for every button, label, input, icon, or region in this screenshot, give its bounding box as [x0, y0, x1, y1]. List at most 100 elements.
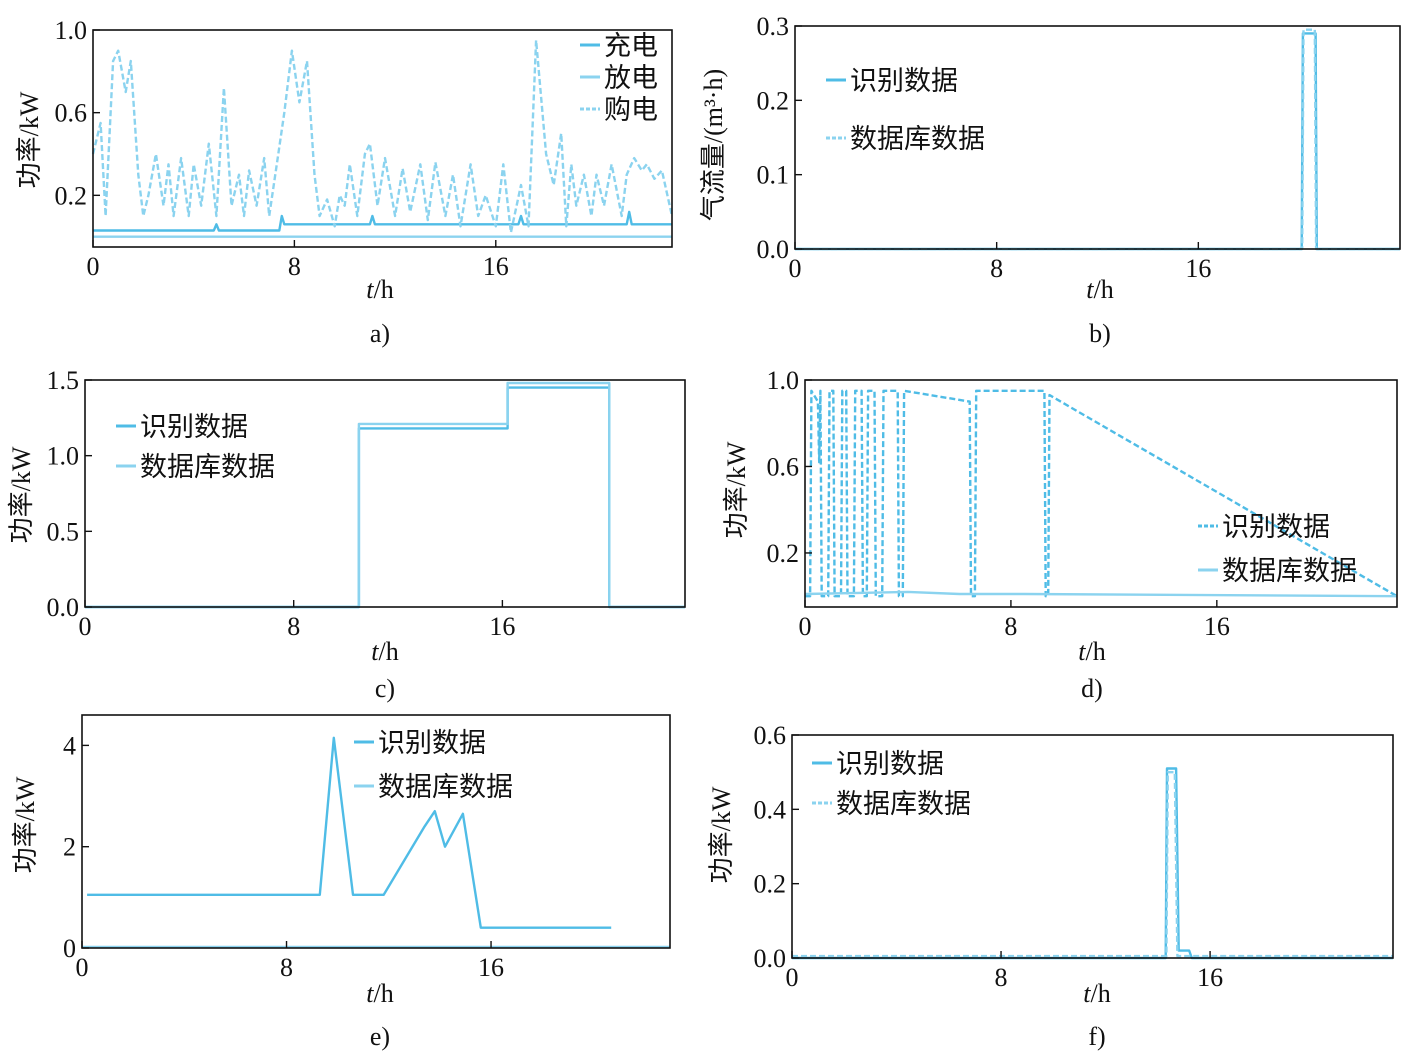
- legend-label-e-0: 识别数据: [378, 728, 486, 759]
- y-tick-label-b: 0.3: [757, 12, 790, 41]
- x-tick-label-a: 16: [483, 252, 509, 281]
- y-axis-label-c: 功率/kW: [7, 446, 36, 543]
- panel-caption-d: d): [1081, 674, 1103, 703]
- y-tick-label-b: 0.2: [757, 86, 790, 115]
- y-tick-label-c: 1.0: [47, 442, 80, 471]
- x-tick-label-a: 8: [288, 252, 301, 281]
- x-axis-label-e: t/h: [366, 979, 393, 1008]
- plot-frame-d: [804, 379, 1398, 608]
- y-tick-label-d: 1.0: [767, 366, 800, 395]
- legend-label-b-1: 数据库数据: [850, 124, 985, 155]
- plot-frame-e: [81, 714, 671, 949]
- y-axis-label-f: 功率/kW: [707, 786, 736, 883]
- x-tick-label-b: 16: [1185, 254, 1211, 283]
- series-line-e-0: [87, 736, 612, 929]
- legend-label-b-0: 识别数据: [850, 66, 958, 97]
- y-tick-label-a: 1.0: [55, 16, 88, 45]
- y-axis-label-a: 功率/kW: [15, 91, 44, 188]
- legend-label-c-0: 识别数据: [140, 412, 248, 443]
- y-axis-label-e: 功率/kW: [11, 776, 40, 873]
- panel-caption-e: e): [370, 1022, 390, 1051]
- x-tick-label-e: 0: [76, 953, 89, 982]
- panel-caption-c: c): [375, 674, 395, 703]
- y-tick-label-b: 0.0: [757, 235, 790, 264]
- x-axis-label-unit: /h: [1094, 275, 1114, 304]
- x-tick-label-b: 0: [789, 254, 802, 283]
- plot-frame-f: [791, 734, 1394, 959]
- plot-frame-a: [92, 29, 673, 248]
- x-axis-label-var: t: [1086, 275, 1094, 304]
- x-axis-label-c: t/h: [371, 637, 398, 666]
- y-tick-label-e: 4: [63, 731, 76, 760]
- series-line-a-0: [93, 210, 672, 232]
- plot-frame-c: [84, 379, 686, 608]
- x-axis-label-var: t: [371, 637, 379, 666]
- y-tick-label-c: 1.5: [47, 366, 80, 395]
- x-tick-label-d: 16: [1204, 612, 1230, 641]
- x-axis-label-d: t/h: [1078, 637, 1105, 666]
- x-tick-label-c: 8: [287, 612, 300, 641]
- y-tick-label-e: 2: [63, 833, 76, 862]
- x-tick-label-c: 16: [489, 612, 515, 641]
- y-tick-label-d: 0.2: [767, 539, 800, 568]
- series-line-f-0: [792, 767, 1393, 960]
- x-axis-label-var: t: [366, 979, 374, 1008]
- legend-label-d-0: 识别数据: [1222, 512, 1330, 543]
- series-line-c-1: [85, 381, 685, 609]
- legend-label-f-1: 数据库数据: [836, 789, 971, 820]
- y-tick-label-f: 0.2: [754, 870, 787, 899]
- panel-caption-a: a): [370, 319, 390, 348]
- panel-caption-b: b): [1089, 319, 1111, 348]
- y-tick-label-a: 0.6: [55, 99, 88, 128]
- x-tick-label-c: 0: [79, 612, 92, 641]
- x-tick-label-e: 16: [478, 953, 504, 982]
- series-line-b-1: [795, 28, 1400, 251]
- y-tick-label-b: 0.1: [757, 161, 790, 190]
- plot-frame-b: [794, 25, 1401, 250]
- y-tick-label-e: 0: [63, 934, 76, 963]
- y-tick-label-d: 0.6: [767, 452, 800, 481]
- x-tick-label-f: 0: [786, 963, 799, 992]
- x-axis-label-var: t: [366, 275, 374, 304]
- y-tick-label-c: 0.5: [47, 517, 80, 546]
- legend-label-d-1: 数据库数据: [1222, 556, 1357, 587]
- legend-label-e-1: 数据库数据: [378, 772, 513, 803]
- y-tick-label-f: 0.6: [754, 721, 787, 750]
- legend-label-f-0: 识别数据: [836, 749, 944, 780]
- y-tick-label-c: 0.0: [47, 593, 80, 622]
- panel-caption-f: f): [1088, 1022, 1105, 1051]
- x-axis-label-unit: /h: [374, 275, 394, 304]
- series-line-a-2: [91, 39, 674, 234]
- x-tick-label-d: 8: [1004, 612, 1017, 641]
- x-tick-label-b: 8: [990, 254, 1003, 283]
- legend-label-a-1: 放电: [604, 63, 658, 94]
- series-line-f-1: [792, 771, 1393, 958]
- x-tick-label-f: 8: [995, 963, 1008, 992]
- x-axis-label-unit: /h: [1086, 637, 1106, 666]
- x-axis-label-b: t/h: [1086, 275, 1113, 304]
- x-axis-label-unit: /h: [374, 979, 394, 1008]
- series-line-d-0: [805, 389, 1398, 598]
- legend-label-a-2: 购电: [604, 95, 658, 126]
- legend-label-c-1: 数据库数据: [140, 452, 275, 483]
- x-axis-label-var: t: [1083, 979, 1091, 1008]
- y-tick-label-a: 0.2: [55, 181, 88, 210]
- x-tick-label-d: 0: [799, 612, 812, 641]
- x-tick-label-f: 16: [1197, 963, 1223, 992]
- y-axis-label-d: 功率/kW: [722, 441, 751, 538]
- x-tick-label-e: 8: [280, 953, 293, 982]
- y-axis-label-b: 气流量/(m³·h): [699, 69, 728, 221]
- x-axis-label-a: t/h: [366, 275, 393, 304]
- x-axis-label-unit: /h: [1091, 979, 1111, 1008]
